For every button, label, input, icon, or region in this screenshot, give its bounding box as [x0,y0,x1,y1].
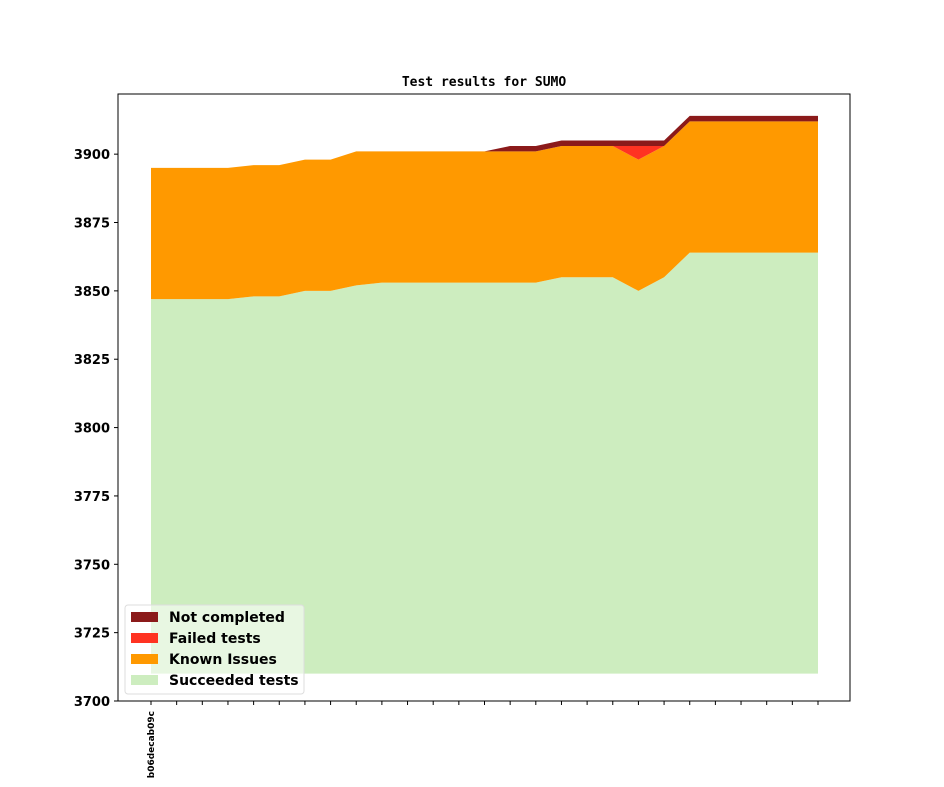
legend-swatch-not-completed [131,612,158,622]
y-tick-label: 3750 [74,558,110,573]
x-axis: b06decab09c [147,701,819,778]
y-tick-label: 3900 [74,148,110,163]
legend-swatch-succeeded-tests [131,675,158,685]
chart-title: Test results for SUMO [402,75,567,90]
legend-swatch-failed-tests [131,633,158,643]
area-known-issues [151,121,818,300]
legend: Not completed Failed tests Known Issues Suc… [124,604,305,695]
y-tick-label: 3700 [74,695,110,710]
x-tick-label: b06decab09c [147,711,157,778]
y-tick-label: 3775 [74,490,110,505]
area-layers [151,115,818,674]
legend-label-succeeded-tests: Succeeded tests [169,673,299,689]
legend-label-known-issues: Known Issues [169,652,277,668]
y-axis: 3700 3725 3750 3775 3800 3825 3850 3875 3900 [74,148,118,710]
y-tick-label: 3800 [74,422,110,437]
y-tick-label: 3850 [74,285,110,300]
legend-box [124,604,305,695]
legend-label-failed-tests: Failed tests [169,631,261,647]
area-succeeded-tests [151,252,818,674]
legend-label-not-completed: Not completed [169,610,285,626]
area-not-completed [151,115,818,168]
y-tick-label: 3875 [74,217,110,232]
y-tick-label: 3725 [74,627,110,642]
y-tick-label: 3825 [74,353,110,368]
legend-swatch-known-issues [131,654,158,664]
